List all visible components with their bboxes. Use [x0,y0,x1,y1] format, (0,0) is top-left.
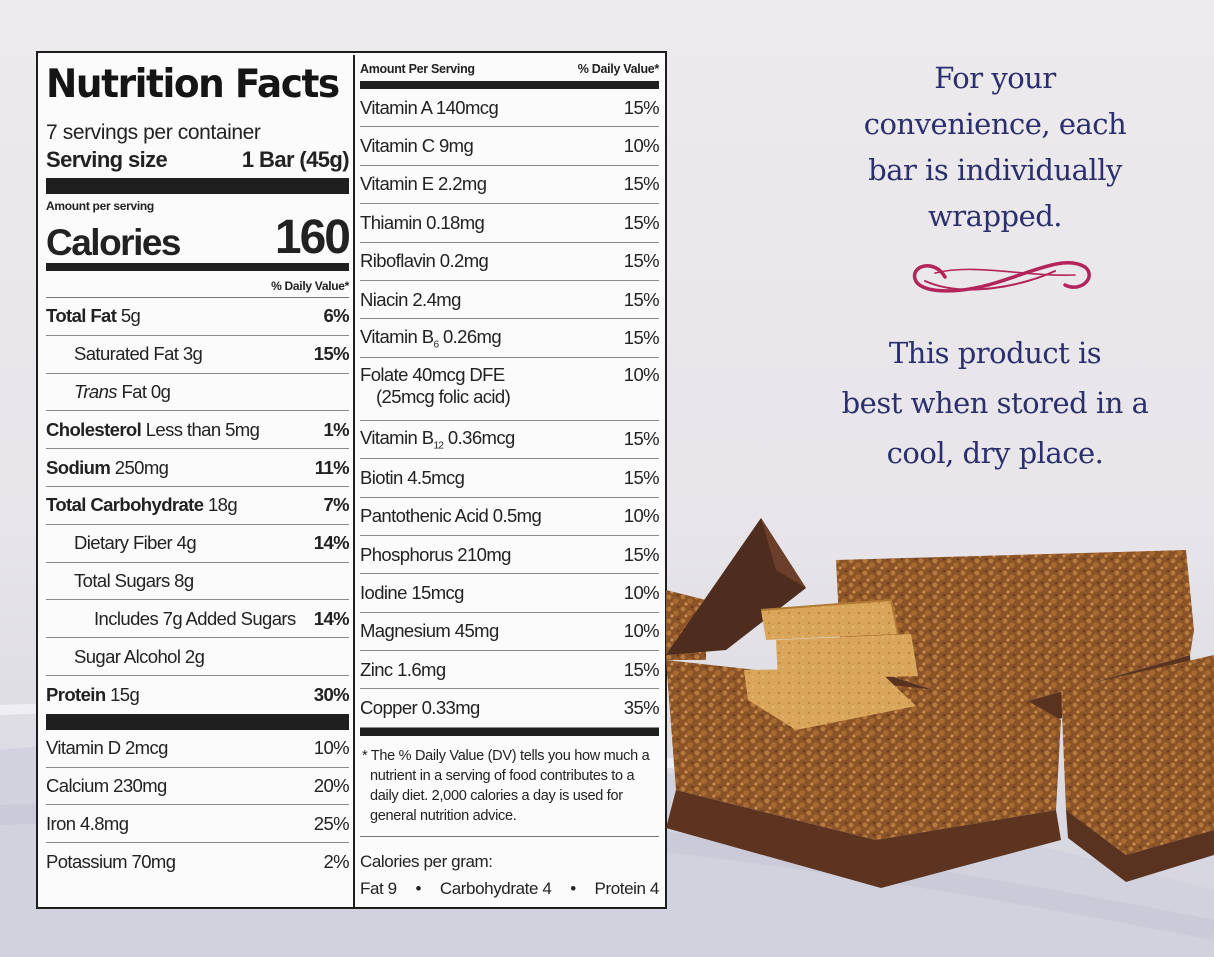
vitamin-row-biotin: Biotin 4.5mcg 15% [360,459,660,498]
calories-label: Calories [46,222,182,263]
serving-size: Serving size 1 Bar (45g) [46,146,350,174]
daily-value-header: % Daily Value* [46,271,349,298]
calories-per-gram-values: Fat 9 • Carbohydrate 4 • Protein 4 [360,878,659,898]
mineral-row-phosphorus: Phosphorus 210mg 15% [360,536,660,575]
nutrient-pct: 15% [313,343,350,365]
vitamin-row-niacin: Niacin 2.4mg 15% [360,281,660,320]
thick-divider [46,178,349,194]
vitamin-row-e: Vitamin E 2.2mg 15% [360,166,660,205]
thick-divider [46,713,349,730]
servings-per-container: 7 servings per container [46,121,261,144]
nutrient-row-sodium: Sodium 250mg 11% [46,449,350,487]
thin-divider [360,835,659,837]
nutrient-row-cholesterol: Cholesterol Less than 5mg 1% [46,411,350,450]
nutrient-row-saturated-fat: Saturated Fat 3g 15% [46,336,350,374]
nutrient-row-protein: Protein 15g 30% [46,683,350,705]
medium-divider [46,263,349,271]
mineral-row-magnesium: Magnesium 45mg 10% [360,613,660,652]
daily-value-footnote: * The % Daily Value (DV) tells you how m… [362,747,650,824]
serving-size-value: 1 Bar (45g) [241,147,350,172]
vitamin-row-pantothenic-acid: Pantothenic Acid 0.5mg 10% [360,498,660,536]
nutrient-row-total-fat: Total Fat 5g 6% [46,298,350,336]
nutrition-facts-panel: Nutrition Facts 7 servings per container… [36,51,667,909]
mineral-row-vitamin-d: Vitamin D 2mcg 10% [46,730,350,768]
nutrition-right-column: Amount Per Serving % Daily Value* Vitami… [360,57,660,899]
vitamin-row-b12: Vitamin B12 0.36mcg 15% [360,421,660,460]
mineral-row-potassium: Potassium 70mg 2% [46,851,350,873]
storage-message: This product is best when stored in a co… [841,336,1149,470]
nutrient-row-total-carbohydrate: Total Carbohydrate 18g 7% [46,487,350,525]
nutrient-pct: 14% [313,607,350,629]
vitamin-row-c: Vitamin C 9mg 10% [360,127,660,166]
calories-per-gram-label: Calories per gram: [360,851,493,871]
medium-divider [360,81,659,89]
vitamin-row-thiamin: Thiamin 0.18mg 15% [360,204,660,243]
nutrient-pct: 7% [323,494,349,516]
nutrient-row-dietary-fiber: Dietary Fiber 4g 14% [46,525,350,563]
medium-divider [360,727,659,736]
column-divider [353,55,355,907]
nutrient-pct: 14% [313,532,350,554]
calories-row: Calories 160 [46,211,351,264]
mineral-row-copper: Copper 0.33mg 35% [360,689,660,728]
protein-bars-photo [666,518,1214,888]
nutrition-facts-title: Nutrition Facts [46,62,340,107]
convenience-message: For your convenience, each bar is indivi… [863,61,1127,233]
right-header: Amount Per Serving % Daily Value* [360,62,659,76]
nutrient-row-sugar-alcohol: Sugar Alcohol 2g [46,638,349,676]
calories-value: 160 [274,211,351,264]
nutrient-pct: 11% [314,456,350,478]
nutrient-pct: 6% [323,305,349,327]
vitamin-row-b6: Vitamin B6 0.26mg 15% [360,319,660,358]
nutrient-row-total-sugars: Total Sugars 8g [46,563,349,601]
decorative-flourish-icon [912,261,1091,293]
nutrient-row-added-sugars: Includes 7g Added Sugars 14% [46,600,350,639]
vitamin-row-folate: Folate 40mcg DFE (25mcg folic acid) 10% [360,358,660,421]
nutrition-left-column: Nutrition Facts 7 servings per container… [46,57,351,881]
vitamin-row-riboflavin: Riboflavin 0.2mg 15% [360,243,660,281]
nutrient-pct: 1% [323,418,349,440]
mineral-row-calcium: Calcium 230mg 20% [46,768,350,806]
nutrient-pct: 30% [313,683,350,705]
amount-per-serving: Amount per serving [46,199,154,213]
nutrient-row-trans-fat: Trans Fat 0g [46,374,349,412]
serving-size-label: Serving size [46,147,168,172]
mineral-row-iodine: Iodine 15mcg 10% [360,574,660,613]
vitamin-row-a: Vitamin A 140mcg 15% [360,89,660,128]
mineral-row-iron: Iron 4.8mg 25% [46,805,350,844]
mineral-row-zinc: Zinc 1.6mg 15% [360,651,660,690]
